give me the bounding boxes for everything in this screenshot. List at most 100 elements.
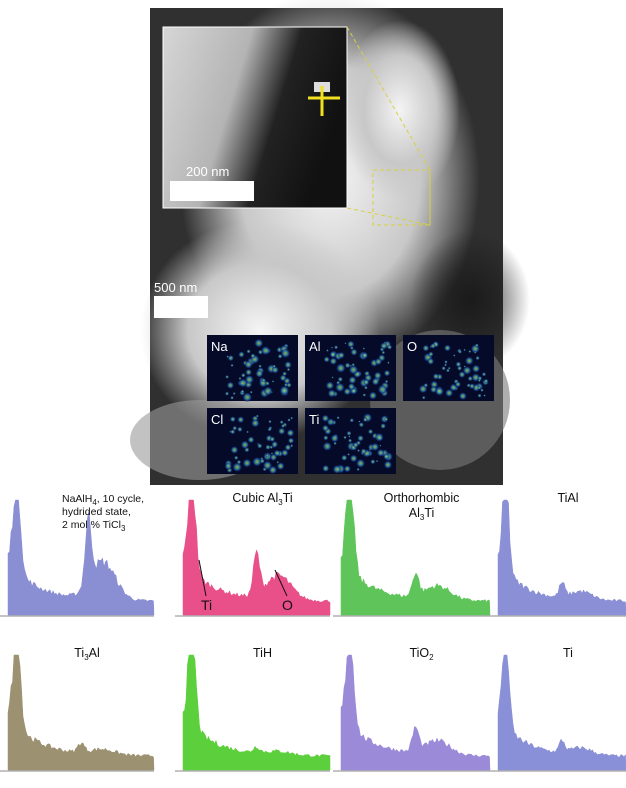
spectrum-label: TiH — [253, 646, 272, 660]
map-dot — [475, 343, 479, 347]
map-dot — [332, 376, 334, 378]
map-dot — [278, 427, 285, 434]
map-dot — [382, 351, 386, 355]
map-dot — [458, 350, 462, 354]
annotation: O — [282, 597, 293, 613]
map-dot — [281, 449, 288, 456]
map-dot — [387, 361, 390, 364]
map-dot — [459, 392, 467, 400]
map-dot — [484, 379, 488, 383]
map-dot — [281, 424, 285, 428]
map-dot — [477, 394, 481, 398]
map-dot — [348, 438, 352, 442]
map-dot — [322, 442, 331, 451]
map-dot — [272, 364, 276, 368]
map-label: Cl — [211, 412, 223, 427]
map-dot — [477, 386, 481, 390]
spectrum-label: Ti — [563, 646, 573, 660]
map-dot — [241, 440, 250, 449]
map-dot — [334, 345, 338, 349]
map-dot — [427, 358, 434, 365]
map-dot — [233, 392, 236, 395]
map-dot — [469, 383, 475, 389]
map-dot — [343, 436, 347, 440]
spectra: NaAlH4, 10 cycle,hydrided state,2 mol % … — [0, 491, 626, 771]
map-dot — [287, 368, 290, 371]
spectrum — [341, 655, 490, 770]
map-dot — [225, 391, 229, 395]
map-dot — [286, 429, 294, 437]
label-part: TiAl — [557, 491, 578, 505]
map-dot — [482, 372, 487, 377]
map-dot — [281, 348, 291, 358]
map-dot — [333, 442, 336, 445]
map-dot — [362, 352, 369, 359]
map-dot — [284, 361, 292, 369]
label-part: 2 mol % TiCl — [62, 519, 121, 531]
map-dot — [329, 357, 337, 365]
map-dot — [380, 423, 386, 429]
map-dot — [241, 373, 246, 378]
spectrum — [183, 655, 330, 770]
map-dot — [230, 364, 233, 367]
spectrum-label: TiO2 — [409, 646, 434, 662]
map-dot — [480, 388, 484, 392]
map-dot — [241, 390, 245, 394]
map-dot — [225, 375, 229, 379]
map-dot — [322, 465, 329, 472]
map-dot — [328, 389, 336, 397]
map-dot — [272, 369, 274, 371]
map-dot — [335, 383, 345, 393]
map-dot — [326, 381, 335, 390]
map-dot — [250, 391, 253, 394]
map-dot — [270, 454, 277, 461]
map-dot — [265, 381, 270, 386]
map-dot — [259, 458, 264, 463]
map-dot — [266, 454, 269, 457]
map-dot — [433, 373, 440, 380]
label-part: Ti — [283, 491, 293, 505]
map-dot — [224, 462, 232, 470]
map-dot — [358, 420, 360, 422]
map-dot — [323, 435, 328, 440]
map-label: O — [407, 339, 417, 354]
map-dot — [324, 356, 330, 362]
map-dot — [250, 353, 255, 358]
map-dot — [370, 459, 375, 464]
map-dot — [238, 351, 245, 358]
map-dot — [465, 356, 474, 365]
map-dot — [268, 427, 272, 431]
map-dot — [322, 425, 329, 432]
annotation: Ti — [201, 597, 212, 613]
map-dot — [265, 444, 271, 450]
map-dot — [445, 389, 453, 397]
map-dot — [341, 455, 347, 461]
map-dot — [246, 431, 249, 434]
map-dot — [351, 363, 355, 367]
map-dot — [234, 456, 238, 460]
map-dot — [268, 420, 271, 423]
map-dot — [380, 342, 388, 350]
spectrum — [498, 655, 626, 770]
spectrum-label: Ti3Al — [74, 646, 100, 662]
map-dot — [338, 352, 345, 359]
spectrum — [8, 655, 154, 770]
map-dot — [347, 340, 355, 348]
figure: 200 nm 500 nm NaAlOClTi NaAlH4, 10 cycle… — [0, 0, 626, 788]
map-dot — [230, 396, 234, 400]
map-dot — [242, 458, 251, 467]
map-dot — [448, 367, 451, 370]
map-dot — [226, 355, 229, 358]
map-dot — [290, 444, 293, 447]
label-part: TiO — [409, 646, 429, 660]
map-dot — [363, 393, 367, 397]
map-dot — [472, 364, 480, 372]
map-dot — [290, 417, 293, 420]
map-dot — [444, 360, 448, 364]
spectrum-label: NaAlH4, 10 cycle,hydrided state,2 mol % … — [62, 493, 144, 533]
map-dot — [338, 377, 343, 382]
map-dot — [369, 391, 377, 399]
map-dot — [230, 446, 238, 454]
map-label: Na — [211, 339, 228, 354]
